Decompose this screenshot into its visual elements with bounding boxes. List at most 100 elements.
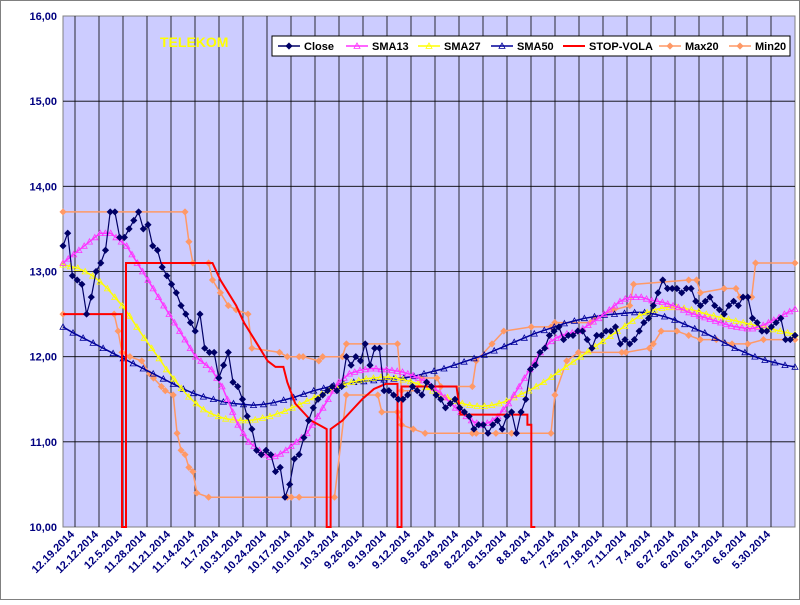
data-point (727, 322, 735, 329)
data-point (74, 264, 82, 271)
data-point (783, 328, 792, 336)
data-point (399, 375, 407, 383)
data-point (249, 401, 258, 409)
data-point (138, 357, 146, 365)
data-point (685, 276, 693, 284)
data-point (191, 352, 200, 360)
data-point (185, 463, 193, 471)
data-point (352, 353, 360, 361)
data-point (229, 408, 237, 415)
data-point (658, 304, 666, 311)
data-point (701, 328, 709, 336)
data-point (347, 378, 356, 386)
data-point (374, 391, 382, 399)
data-point (133, 323, 141, 330)
data-point (413, 387, 421, 395)
data-point (367, 364, 375, 372)
data-point (189, 468, 197, 476)
data-point (441, 404, 450, 412)
data-point (711, 334, 719, 341)
data-point (324, 395, 332, 403)
data-point (649, 302, 657, 310)
legend-entry-max20: Max20 (659, 41, 719, 53)
data-point (539, 378, 548, 386)
data-point (107, 229, 115, 237)
data-point (96, 229, 104, 237)
data-point (692, 297, 700, 305)
data-point (392, 374, 400, 381)
data-point (177, 446, 185, 454)
data-point (155, 354, 163, 362)
data-point (87, 293, 95, 301)
data-point (693, 276, 701, 284)
data-point (333, 387, 341, 395)
legend-label: Close (304, 41, 334, 53)
data-point (643, 308, 651, 316)
data-point (196, 310, 204, 318)
data-point (259, 400, 268, 408)
data-point (372, 364, 380, 372)
data-point (637, 293, 645, 300)
data-point (648, 296, 656, 304)
data-point (186, 319, 195, 327)
data-point (207, 365, 216, 373)
data-point (490, 346, 498, 354)
data-point (123, 242, 131, 249)
data-point (722, 320, 730, 328)
legend-marker (353, 42, 361, 49)
data-point (460, 357, 468, 365)
data-point (685, 308, 693, 316)
data-point (484, 429, 492, 437)
data-point (275, 348, 284, 356)
data-point (421, 429, 429, 437)
data-point (446, 399, 454, 408)
data-point (299, 353, 307, 361)
data-point (201, 344, 209, 352)
data-point (409, 425, 417, 433)
legend-entry-sma50: SMA50 (491, 41, 554, 53)
data-point (144, 276, 152, 283)
data-point (628, 317, 636, 324)
data-point (433, 374, 441, 382)
data-point (224, 302, 232, 310)
data-point (258, 414, 267, 421)
data-point (732, 284, 740, 293)
data-point (458, 399, 466, 407)
data-point (310, 393, 319, 401)
y-tick-label: 11,00 (30, 437, 57, 449)
data-point (191, 327, 199, 335)
data-point (488, 340, 496, 348)
data-point (597, 331, 605, 339)
data-point (570, 317, 579, 324)
data-point (706, 315, 714, 323)
data-point (687, 305, 696, 313)
data-point (229, 415, 237, 423)
data-point (780, 310, 789, 317)
data-point (574, 327, 582, 335)
data-point (522, 395, 530, 403)
data-point (657, 327, 665, 335)
data-point (527, 323, 535, 331)
data-point (91, 233, 99, 241)
data-point (580, 314, 589, 322)
data-point (286, 480, 294, 488)
data-point (161, 387, 169, 395)
legend-entry-sma27: SMA27 (418, 41, 481, 53)
legend-label: Min20 (755, 41, 786, 53)
data-point (88, 271, 97, 279)
data-point (85, 237, 94, 245)
data-point (710, 311, 718, 319)
data-point (724, 315, 733, 323)
data-point (330, 493, 339, 501)
data-point (356, 366, 364, 374)
legend-label: SMA50 (517, 41, 554, 53)
data-point (125, 311, 134, 319)
data-point (59, 208, 67, 216)
data-point (310, 386, 318, 394)
data-point (169, 391, 177, 399)
data-point (423, 378, 431, 386)
data-point (303, 397, 311, 404)
data-point (695, 311, 704, 319)
data-point (510, 391, 518, 398)
data-point (701, 297, 709, 305)
